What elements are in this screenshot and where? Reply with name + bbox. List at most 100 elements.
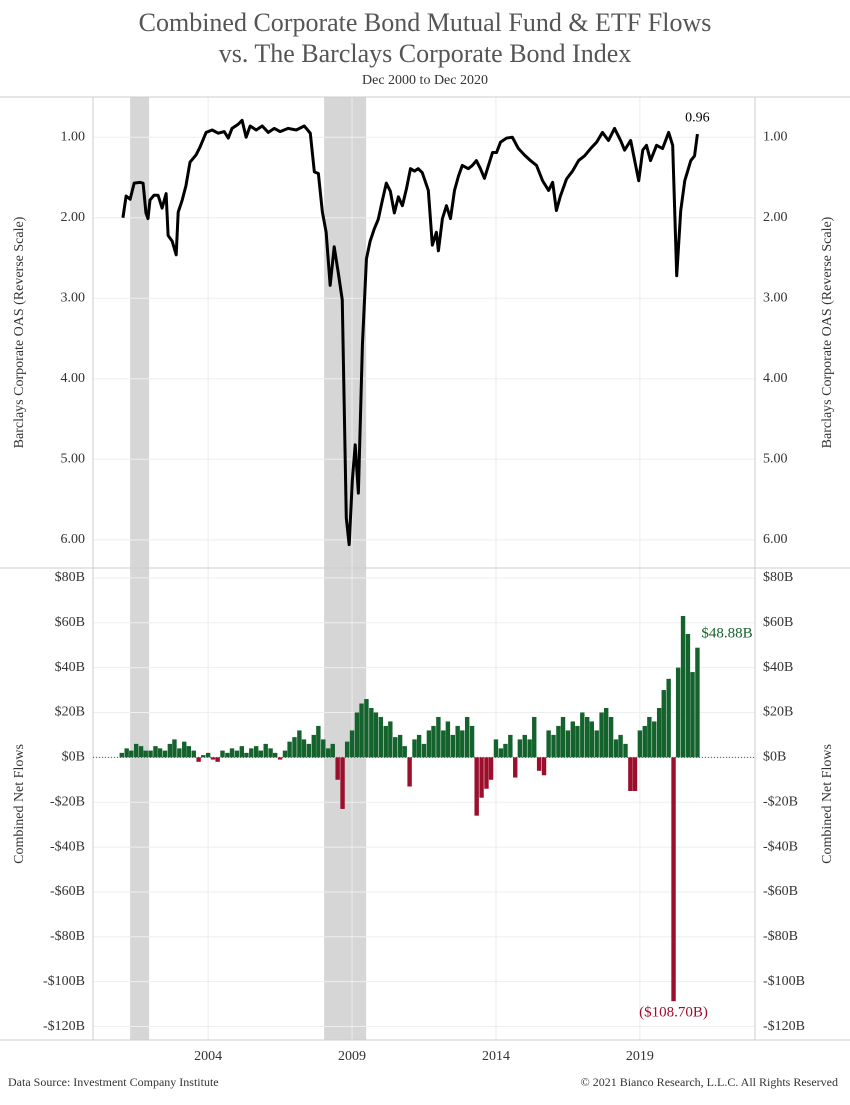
flow-bar: [623, 743, 628, 758]
flow-bar: [455, 725, 460, 758]
flow-bar: [340, 757, 345, 809]
y-tick-label: 1.00: [61, 129, 86, 144]
flow-bar: [316, 725, 321, 758]
flow-bar: [354, 712, 360, 758]
flow-bar: [287, 741, 292, 758]
y-tick-label-right: $60B: [763, 615, 793, 630]
flow-bar: [680, 616, 686, 758]
y-tick-label: 5.00: [61, 452, 86, 467]
flow-bar: [369, 707, 374, 758]
flow-bar: [637, 730, 643, 758]
flow-bar: [119, 752, 124, 758]
y-tick-label-right: $80B: [763, 570, 793, 585]
flow-bar: [253, 746, 259, 758]
flow-bar: [182, 741, 187, 758]
flow-bar: [244, 752, 249, 758]
flow-bar: [656, 707, 662, 758]
flow-bar: [647, 716, 652, 758]
flow-bar: [330, 743, 335, 758]
flow-bar: [513, 757, 518, 778]
y-tick-label: $20B: [55, 705, 85, 720]
y-tick-label: $80B: [55, 570, 85, 585]
y-tick-label-right: 5.00: [763, 452, 788, 467]
flow-bar: [431, 725, 436, 758]
flow-bar: [503, 743, 508, 758]
flow-bar: [407, 757, 412, 787]
flow-bar: [297, 730, 302, 758]
value-label: $48.88B: [701, 625, 752, 641]
flow-bar: [162, 750, 168, 758]
flow-bar: [536, 757, 542, 771]
flow-bar: [690, 672, 695, 758]
flow-bar: [541, 757, 547, 776]
flow-bar: [301, 739, 307, 758]
flow-bar: [239, 746, 245, 758]
flow-bar: [157, 748, 163, 758]
y-axis-label-right: Combined Net Flows: [820, 744, 835, 864]
value-label: ($108.70B): [639, 1005, 708, 1021]
flow-bar: [277, 757, 283, 760]
y-tick-label: -$100B: [43, 974, 85, 989]
flow-bar: [196, 757, 201, 762]
flow-bar: [517, 739, 523, 758]
flow-bar: [426, 730, 432, 758]
flow-bar: [551, 734, 556, 758]
y-tick-label-right: 1.00: [763, 129, 788, 144]
y-axis-label: Barclays Corporate OAS (Reverse Scale): [12, 216, 27, 448]
flow-bar: [628, 757, 633, 791]
y-tick-label: $60B: [55, 615, 85, 630]
flow-bar: [378, 716, 384, 758]
flow-bar: [436, 716, 441, 758]
flow-bar: [143, 750, 148, 758]
flow-bar: [469, 725, 475, 758]
y-tick-label: 2.00: [61, 210, 86, 225]
footer-copyright: © 2021 Bianco Research, L.L.C. All Right…: [581, 1075, 838, 1089]
x-tick-label: 2009: [338, 1049, 366, 1064]
flow-bar: [201, 755, 206, 758]
flow-bar: [282, 750, 288, 758]
flow-bar: [321, 739, 326, 758]
flow-bar: [594, 730, 599, 758]
flow-bar: [167, 743, 173, 758]
y-tick-label-right: $0B: [763, 750, 786, 765]
flow-bar: [205, 752, 211, 758]
shaded-range: [324, 568, 367, 1040]
flow-bar: [359, 703, 364, 758]
flow-bar: [584, 716, 590, 758]
flow-bar: [464, 716, 470, 758]
flow-bar: [148, 750, 153, 758]
x-tick-label: 2014: [482, 1049, 510, 1064]
chart-subtitle: Dec 2000 to Dec 2020: [362, 73, 488, 88]
y-tick-label: 3.00: [61, 291, 86, 306]
flow-bar: [229, 748, 235, 758]
flow-bar: [613, 739, 619, 758]
flow-bar: [603, 707, 609, 758]
flow-bar: [632, 757, 638, 791]
y-tick-label-right: -$100B: [763, 974, 805, 989]
flow-bar: [565, 730, 571, 758]
footer-source: Data Source: Investment Company Institut…: [8, 1075, 219, 1089]
flow-bar: [498, 748, 504, 758]
flow-bar: [460, 730, 465, 758]
flow-bar: [608, 716, 614, 758]
flow-bar: [215, 757, 220, 762]
flow-bar: [292, 737, 297, 758]
flow-bar: [671, 757, 676, 1002]
flow-bar: [479, 757, 484, 798]
flow-bar: [532, 716, 537, 758]
flow-bar: [268, 748, 273, 758]
y-tick-label-right: 2.00: [763, 210, 788, 225]
flow-bar: [124, 748, 129, 758]
flow-bar: [445, 721, 451, 758]
y-tick-label-right: -$40B: [763, 839, 798, 854]
y-tick-label-right: 6.00: [763, 532, 788, 547]
flow-bar: [383, 725, 388, 758]
flow-bar: [522, 734, 527, 758]
flow-bar: [249, 748, 254, 758]
y-tick-label-right: -$20B: [763, 794, 798, 809]
flow-bar: [263, 743, 268, 758]
flow-bar: [556, 725, 561, 758]
y-tick-label: -$80B: [50, 929, 85, 944]
y-tick-label-right: -$60B: [763, 884, 798, 899]
flow-bar: [258, 750, 264, 758]
